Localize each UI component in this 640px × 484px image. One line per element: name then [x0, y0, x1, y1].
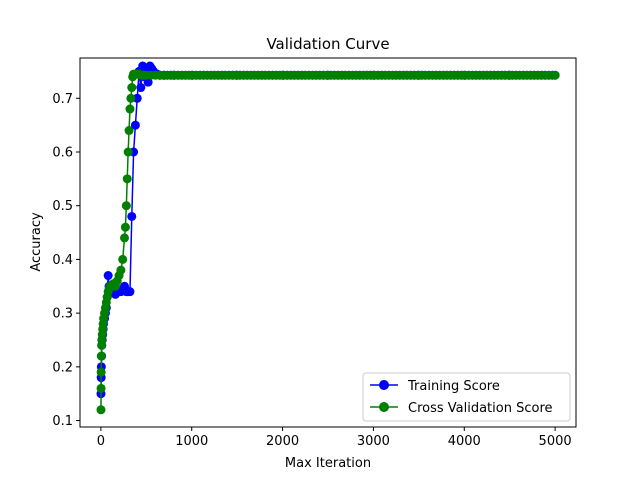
data-point-cv: [96, 351, 106, 361]
data-point-cv: [127, 83, 137, 93]
chart-title: Validation Curve: [266, 35, 389, 53]
data-point-training: [132, 93, 142, 103]
y-axis-label: Accuracy: [29, 212, 44, 272]
data-point-training: [136, 83, 146, 93]
x-tick-label: 4000: [448, 434, 481, 449]
x-tick-label: 0: [97, 434, 105, 449]
legend-marker-training: [379, 380, 389, 390]
x-axis-label: Max Iteration: [285, 456, 371, 471]
data-point-cv: [96, 367, 106, 377]
x-tick-label: 2000: [266, 434, 299, 449]
x-tick-label: 3000: [357, 434, 390, 449]
x-tick-label: 5000: [539, 434, 572, 449]
x-axis-ticks: 0 1000 2000 3000 4000 5000: [97, 427, 572, 449]
legend-label-cv: Cross Validation Score: [408, 401, 553, 416]
legend: Training Score Cross Validation Score: [362, 372, 571, 422]
y-tick-label: 0.2: [52, 360, 73, 375]
data-point-training: [143, 77, 153, 87]
y-axis-ticks: 0.1 0.2 0.3 0.4 0.5 0.6 0.7: [52, 92, 80, 429]
data-point-training: [130, 120, 140, 130]
data-point-cv: [120, 233, 130, 243]
data-point-cv: [124, 126, 134, 136]
data-point-cv: [116, 265, 126, 275]
data-point-training: [103, 271, 113, 281]
y-tick-label: 0.7: [52, 92, 73, 107]
data-point-cv: [123, 147, 133, 157]
data-point-cv: [118, 254, 128, 264]
legend-label-training: Training Score: [407, 379, 500, 394]
data-point-training: [127, 211, 137, 221]
x-tick-label: 1000: [175, 434, 208, 449]
data-point-cv: [96, 405, 106, 415]
legend-box: [362, 372, 571, 422]
y-tick-label: 0.5: [52, 199, 73, 214]
data-point-cv: [126, 93, 136, 103]
y-tick-label: 0.3: [52, 307, 73, 322]
legend-marker-cv: [379, 402, 389, 412]
data-point-cv: [122, 174, 132, 184]
y-tick-label: 0.4: [52, 253, 73, 268]
y-tick-label: 0.6: [52, 145, 73, 160]
data-point-cv: [121, 201, 131, 211]
data-point-cv: [125, 104, 135, 114]
data-point-cv: [96, 383, 106, 393]
data-point-cv: [120, 222, 130, 232]
plot-frame: [79, 57, 577, 428]
data-point-cv: [547, 70, 557, 80]
data-point-training: [125, 287, 135, 297]
y-tick-label: 0.1: [52, 414, 73, 429]
plot-data-layer: [96, 61, 560, 415]
